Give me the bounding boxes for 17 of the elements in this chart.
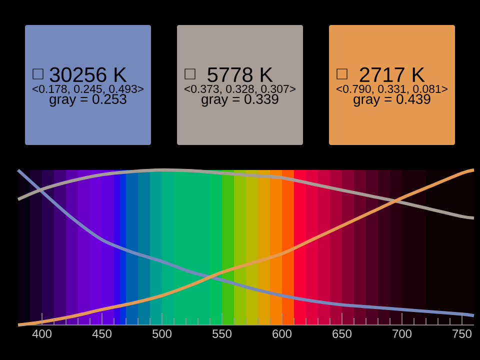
x-tick-label: 500 (152, 330, 172, 338)
x-tick-label: 400 (32, 330, 52, 338)
x-tick-label: 450 (92, 330, 112, 338)
legend-label: 2717 K (360, 67, 425, 82)
x-tick-label: 600 (272, 330, 292, 338)
text: <0.790, 0.331, 0.081> (336, 84, 448, 94)
legend-label: 30256 K (50, 67, 127, 82)
text: gray = 0.339 (202, 94, 278, 107)
text: gray = 0.439 (354, 94, 430, 107)
x-tick-label: 700 (392, 330, 412, 338)
x-tick-label: 650 (332, 330, 352, 338)
x-tick-label: 750 (452, 330, 472, 338)
text: <0.373, 0.328, 0.307> (184, 84, 296, 94)
legend-label: 5778 K (208, 67, 273, 82)
text: <0.178, 0.245, 0.493> (32, 84, 144, 94)
x-tick-label: 550 (212, 330, 232, 338)
text: gray = 0.253 (50, 94, 126, 107)
